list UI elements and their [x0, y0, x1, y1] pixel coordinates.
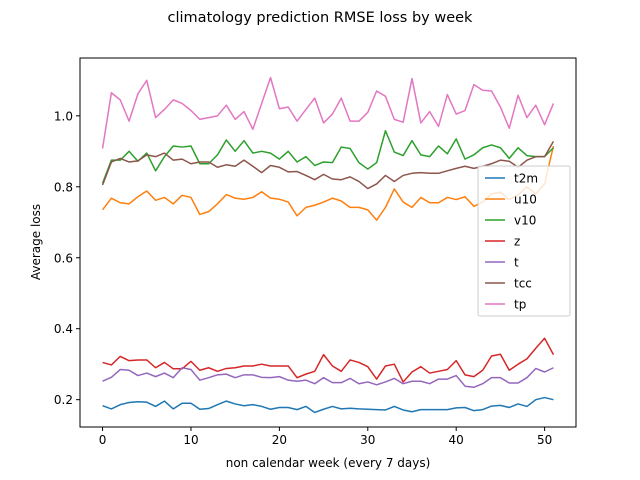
- plot-area-frame: [79, 57, 577, 428]
- y-axis: 0.2 0.4 0.6 0.8 1.0: [54, 109, 80, 407]
- series-line-t: [102, 367, 554, 389]
- y-tick-label: 0.8: [54, 180, 73, 194]
- x-tick-label: 50: [537, 433, 552, 447]
- x-tick-label: 0: [99, 433, 107, 447]
- x-tick-label: 10: [183, 433, 198, 447]
- legend-label-z: z: [514, 235, 520, 249]
- y-tick-label: 0.4: [54, 322, 73, 336]
- y-tick-label: 0.2: [54, 393, 73, 407]
- legend-label-tcc: tcc: [514, 277, 532, 291]
- x-axis-label: non calendar week (every 7 days): [226, 456, 431, 470]
- series-line-v10: [101, 129, 554, 184]
- x-axis: 0 10 20 30 40 50: [99, 427, 552, 447]
- legend-box: [477, 165, 571, 317]
- chart-title: climatology prediction RMSE loss by week: [168, 10, 474, 26]
- legend-label-tp: tp: [514, 298, 526, 312]
- legend-label-t2m: t2m: [514, 172, 538, 186]
- legend-label-u10: u10: [514, 193, 537, 207]
- x-tick-label: 30: [360, 433, 375, 447]
- legend-label-v10: v10: [514, 214, 536, 228]
- y-tick-label: 0.6: [54, 251, 73, 265]
- y-tick-label: 1.0: [54, 109, 73, 123]
- legend: t2m u10 v10 zt tcc tp: [477, 165, 571, 317]
- x-tick-label: 20: [272, 433, 287, 447]
- series-line-t2m: [102, 396, 554, 414]
- series-line-tp: [101, 76, 555, 149]
- legend-label-t: t: [514, 256, 519, 270]
- y-axis-label: Average loss: [29, 204, 43, 280]
- x-tick-label: 40: [449, 433, 464, 447]
- series-line-z: [102, 337, 555, 383]
